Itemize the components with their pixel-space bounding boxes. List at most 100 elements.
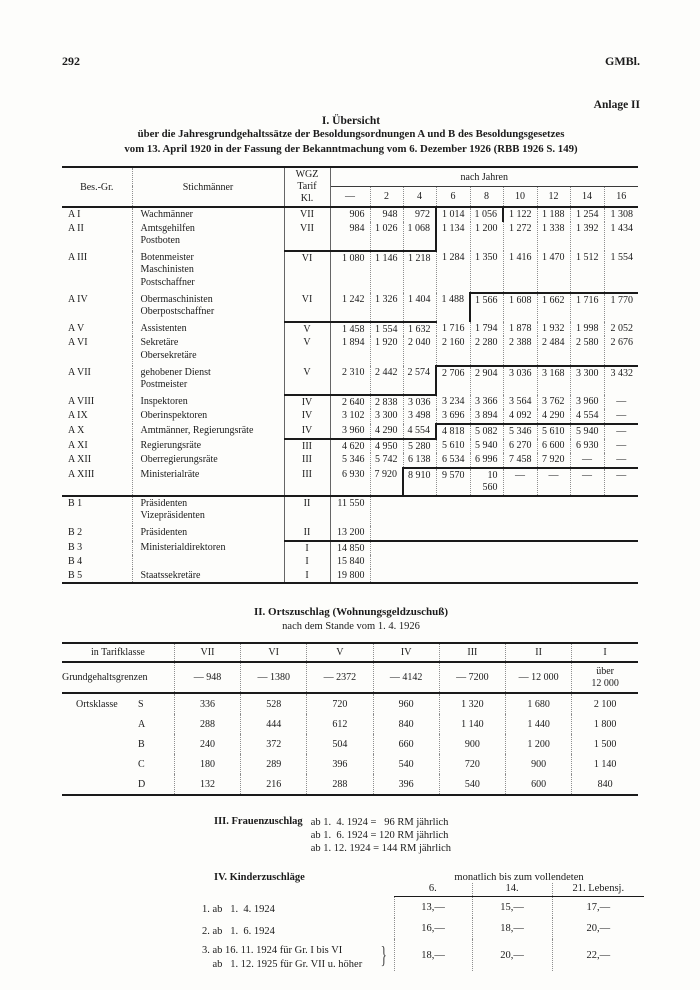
salary-value: 1 608 xyxy=(502,292,537,322)
salary-value: 1 338 xyxy=(536,221,570,251)
salary-row: A VIII Inspektoren IV 2 640 2 838 3 036 3 234 3… xyxy=(62,393,639,410)
stichwort-cell: Obermaschinisten Oberpostschaffner xyxy=(131,292,284,322)
salary-value: 1 026 xyxy=(369,221,403,251)
ortsklasse-letter: S xyxy=(138,698,144,710)
salary-value: 1 254 xyxy=(569,207,604,222)
grundgehalt-table: Bes.-Gr. Stichmänner WGZ Tarif Kl. nach … xyxy=(62,166,639,585)
ortsklasse-prefix: Ortsklasse xyxy=(76,698,118,710)
salary-row: B 5 Staatssekretäre I 19 800 xyxy=(62,568,639,584)
salary-row: A II Amtsgehilfen Postboten VII 984 1 026 1 06… xyxy=(62,221,639,251)
stichwort-cell: Sekretäre Obersekretäre xyxy=(131,336,284,366)
salary-value: 2 484 xyxy=(536,336,570,366)
salary-value: 1 272 xyxy=(502,221,537,251)
year-col-header: — xyxy=(330,186,370,208)
salary-value: — xyxy=(536,466,570,496)
salary-row: B 1 Präsidenten Vizepräsidenten II 11 550 xyxy=(62,494,639,527)
stichwort-cell: Amtsgehilfen Postboten xyxy=(131,221,284,251)
kinderzuschlag-table: monatlich bis zum vollendeten 6. 14. 21. L… xyxy=(202,871,645,972)
salary-value: 3 432 xyxy=(603,364,639,395)
salary-value: 5 742 xyxy=(369,453,403,468)
tariff-col-header: VI xyxy=(240,643,307,664)
frauenzuschlag-line: ab 1. 12. 1924 = 144 RM jährlich xyxy=(310,843,452,855)
salary-value: 1 068 xyxy=(402,221,436,251)
kinderzuschlag-value: 18,— xyxy=(393,939,472,972)
salary-value: 5 280 xyxy=(402,437,436,454)
salary-value: 5 610 xyxy=(435,438,470,454)
salary-value: 13 200 xyxy=(329,526,370,541)
year-col-header: 14 xyxy=(569,186,604,208)
salary-value: 5 346 xyxy=(502,422,537,439)
col-header-wgz: WGZ Tarif Kl. xyxy=(283,167,331,208)
stichwort-line: Postboten xyxy=(140,235,180,247)
salary-value: 4 554 xyxy=(569,409,604,424)
wgz-cell: VII xyxy=(283,207,331,222)
ortszuschlag-value: 1 320 xyxy=(438,693,506,715)
kinderzuschlag-value: 17,— xyxy=(551,896,645,919)
tariff-col-header: VII xyxy=(173,643,241,664)
grade-cell: A VI xyxy=(68,337,88,349)
kinderzuschlag-label-line: 1. ab 1. 4. 1924 xyxy=(202,904,275,916)
salary-value: 6 930 xyxy=(569,438,604,454)
grund-value: — 2372 xyxy=(306,662,374,695)
stichwort-line: Vizepräsidenten xyxy=(140,510,205,522)
salary-value: 5 346 xyxy=(329,453,370,468)
ortsklasse-row: Ortsklasse S 336 528 720 960 1 320 1 680 2 100 xyxy=(62,693,638,715)
salary-value: 3 762 xyxy=(536,394,570,410)
kinderzuschlag-value: 13,— xyxy=(393,896,472,919)
salary-value: 3 300 xyxy=(569,364,604,395)
salary-value: 4 818 xyxy=(435,422,470,439)
salary-row: B 4 I 15 840 xyxy=(62,555,639,569)
salary-value: 14 850 xyxy=(329,539,370,556)
grade-cell: A IX xyxy=(68,410,88,422)
salary-value: 5 082 xyxy=(469,422,503,439)
salary-value: 2 040 xyxy=(402,336,436,366)
kinderzuschlag-value: 15,— xyxy=(471,896,552,919)
kinderzuschlag-value: 16,— xyxy=(393,918,472,940)
col-header-grade: Bes.-Gr. xyxy=(62,167,132,208)
salary-value: 1 566 xyxy=(469,292,503,322)
stichwort-cell: Präsidenten Vizepräsidenten xyxy=(131,494,284,527)
age-col-header: 21. Lebensj. xyxy=(551,883,645,898)
salary-value: 1 080 xyxy=(329,249,370,293)
salary-value: 1 458 xyxy=(329,320,370,337)
ortszuschlag-value: 240 xyxy=(173,734,241,755)
salary-value: — xyxy=(569,466,604,496)
ortszuschlag-value: 180 xyxy=(173,754,241,775)
salary-row: A III Botenmeister Maschinisten Postschaffn… xyxy=(62,249,639,294)
stichwort-cell: Oberregierungsräte xyxy=(131,453,284,468)
ortsklasse-letter: C xyxy=(138,758,145,770)
stichwort-line: Maschinisten xyxy=(140,264,194,276)
salary-value: — xyxy=(603,438,639,454)
ortszuschlag-value: 540 xyxy=(438,774,506,796)
stichwort-cell: Wachmänner xyxy=(131,207,284,222)
salary-value: 6 534 xyxy=(435,453,470,468)
salary-value: 1 932 xyxy=(536,321,570,337)
kinderzuschlag-label: 2. ab 1. 6. 1924 xyxy=(202,918,394,939)
kinderzuschlag-label-line: 3. ab 16. 11. 1924 für Gr. I bis VI xyxy=(202,945,343,957)
salary-value: 1 794 xyxy=(469,321,503,337)
stichwort-cell xyxy=(131,555,284,569)
ortszuschlag-value: 1 440 xyxy=(504,714,572,735)
salary-value: 1 284 xyxy=(435,250,470,293)
kinderzuschlag-label: 3. ab 16. 11. 1924 für Gr. I bis VI ab 1… xyxy=(202,939,394,971)
grade-cell: A IV xyxy=(68,293,88,305)
ortsklasse-row: B 240 372 504 660 900 1 200 1 500 xyxy=(62,734,638,755)
salary-value: 1 200 xyxy=(469,221,503,251)
age-col-header: 6. xyxy=(394,883,472,898)
wgz-cell: III xyxy=(283,453,331,468)
stichwort-cell: Assistenten xyxy=(131,321,284,337)
tariff-col-header: III xyxy=(438,643,506,664)
grade-cell: A X xyxy=(68,424,85,436)
salary-value: 3 168 xyxy=(536,364,570,395)
grade-cell: A I xyxy=(68,209,81,220)
stichwort-line: Obersekretäre xyxy=(140,349,197,361)
salary-value: 1 554 xyxy=(369,320,403,337)
grade-cell: B 5 xyxy=(68,569,83,581)
salary-value: 1 326 xyxy=(369,292,403,322)
ortszuschlag-value: 288 xyxy=(306,774,374,796)
salary-value: 1 470 xyxy=(536,250,570,294)
ortszuschlag-value: 612 xyxy=(306,714,374,735)
salary-value: 2 574 xyxy=(402,365,436,395)
stichwort-cell: gehobener Dienst Postmeister xyxy=(131,365,284,395)
salary-value: 2 838 xyxy=(369,393,403,410)
